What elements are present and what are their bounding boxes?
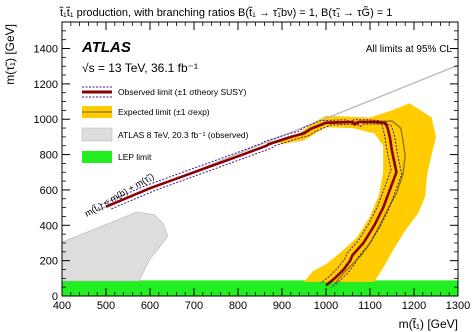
legend-observed-label: Observed limit (±1 σtheory SUSY) [118,87,247,97]
y-tick-label: 1200 [34,79,58,91]
legend-expected: Expected limit (±1 σexp) [82,106,210,118]
chart-title: t̃₁t̃₁ production, with branching ratios… [59,6,393,19]
legend: Observed limit (±1 σtheory SUSY) Expecte… [81,86,249,163]
lep-limit-region [62,280,458,296]
x-tick-label: 700 [185,300,203,312]
y-axis-label: m(τ̃₁) [GeV] [3,24,17,85]
x-tick-label: 400 [53,300,71,312]
x-tick-label: 800 [229,300,247,312]
x-tick-label: 1200 [402,300,426,312]
x-tick-label: 1300 [446,300,470,312]
x-tick-label: 500 [97,300,115,312]
expected-band [277,103,436,282]
legend-lep-label: LEP limit [118,152,152,162]
atlas-label: ATLAS [81,39,131,56]
y-tick-label: 0 [52,291,58,303]
y-tick-label: 600 [40,185,58,197]
legend-lep: LEP limit [82,151,152,163]
y-tick-label: 200 [40,256,58,268]
ticks-layer: 400 500 600 700 800 900 1000 1100 1200 1300 0 200 40… [34,21,470,312]
x-tick-label: 900 [273,300,291,312]
y-tick-label: 400 [40,220,58,232]
y-tick-label: 1000 [34,114,58,126]
observed-limit-line [105,120,398,287]
x-tick-label: 1000 [314,300,338,312]
y-tick-label: 800 [40,150,58,162]
legend-observed: Observed limit (±1 σtheory SUSY) [82,86,247,98]
plot-layer [62,64,458,296]
x-axis-label: m(t̃₁) [GeV] [399,316,458,331]
y-tick-label: 1400 [34,44,58,56]
energy-label: √s = 13 TeV, 36.1 fb⁻¹ [82,61,198,75]
observed-theory-minus [100,119,392,284]
legend-atlas8-label: ATLAS 8 TeV, 20.3 fb⁻¹ (observed) [118,130,249,140]
plot-frame [61,21,459,297]
legend-atlas8: ATLAS 8 TeV, 20.3 fb⁻¹ (observed) [81,127,249,142]
x-tick-label: 1100 [358,300,382,312]
x-tick-label: 600 [141,300,159,312]
legend-expected-label: Expected limit (±1 σexp) [118,107,210,117]
atlas-8tev-region [62,211,168,282]
cl-label: All limits at 95% CL [366,44,453,55]
